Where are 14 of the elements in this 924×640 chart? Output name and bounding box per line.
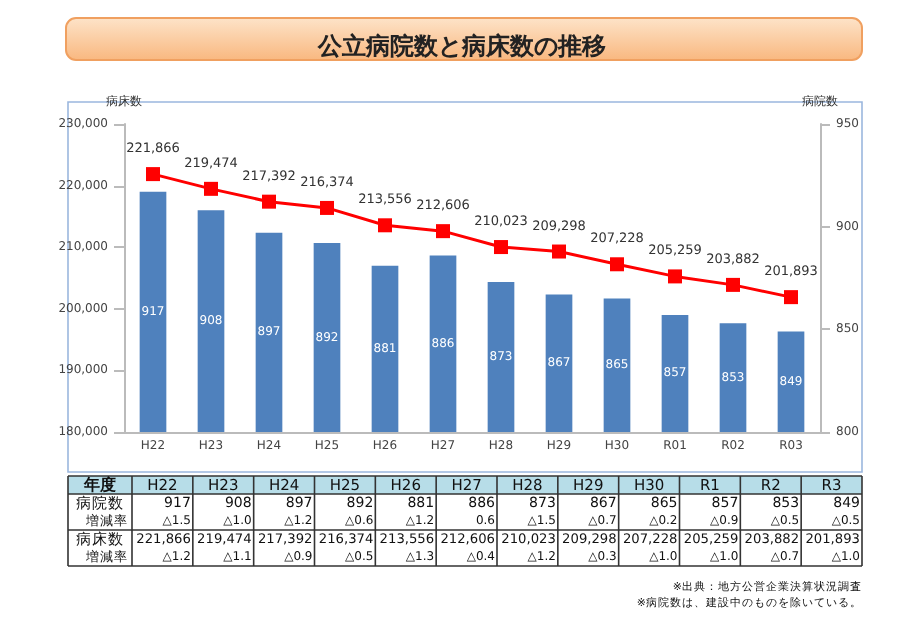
point <box>436 224 450 239</box>
point <box>494 240 508 255</box>
chart-title: 公立病院数と病床数の推移 <box>316 32 606 60</box>
text: 年度 <box>82 474 116 494</box>
point <box>552 244 566 259</box>
point <box>320 200 334 215</box>
point <box>146 167 160 182</box>
point <box>610 257 624 272</box>
point <box>378 218 392 233</box>
point <box>262 194 276 209</box>
point <box>668 269 682 284</box>
point <box>784 290 798 305</box>
point <box>726 277 740 292</box>
point <box>204 181 218 196</box>
